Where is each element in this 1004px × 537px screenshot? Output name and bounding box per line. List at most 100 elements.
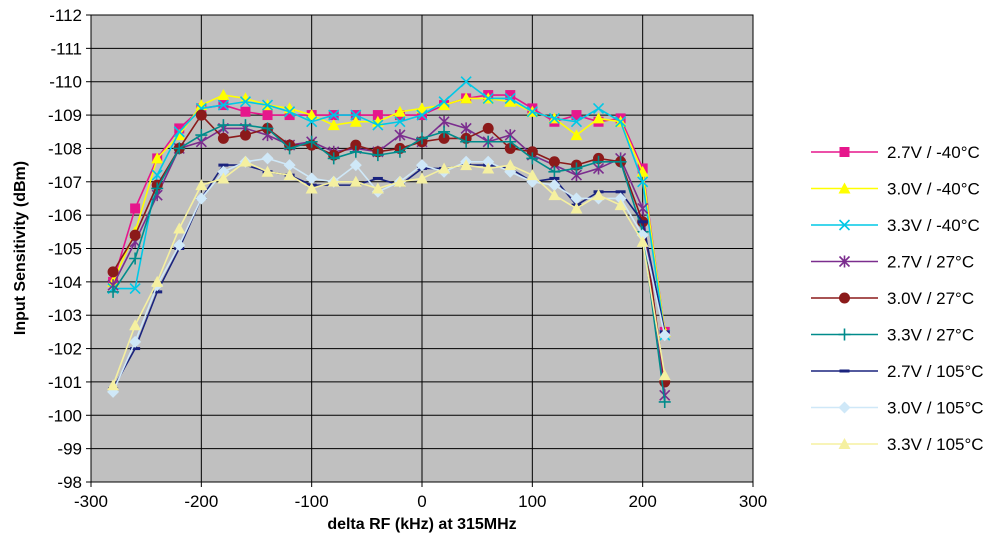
series-2-marker [239, 92, 252, 104]
series-8-marker [570, 192, 583, 205]
series-7-marker [372, 176, 383, 180]
series-9-marker [548, 189, 561, 201]
series-3-marker [328, 109, 340, 121]
legend-swatch-marker [839, 292, 850, 304]
legend-label: 2.7V / -40°C [887, 143, 980, 162]
series-9-marker [195, 179, 208, 191]
y-tick-label: -98 [57, 473, 82, 492]
series-2-marker [460, 92, 473, 104]
legend-swatch-marker [838, 438, 851, 449]
series-8-marker [548, 179, 561, 192]
series-9-marker [636, 235, 649, 247]
series-lines [107, 76, 671, 408]
series-3-marker [570, 116, 583, 128]
series-9-marker [371, 182, 384, 194]
series-9-marker [658, 369, 671, 381]
series-8-marker [305, 172, 318, 185]
y-tick-label: -105 [48, 240, 82, 259]
legend-swatch-marker [839, 147, 850, 157]
series-6-marker [482, 135, 495, 148]
y-axis-ticks: -112 -111 -110 -109 -108 -107 -106 -105 -104 -103… [48, 6, 91, 492]
series-6-marker [327, 152, 340, 165]
legend-label: 3.3V / 27°C [887, 326, 974, 345]
x-tick-label: 0 [417, 492, 426, 511]
series-1-marker [130, 203, 141, 214]
series-9-marker [151, 275, 164, 287]
legend-label: 3.3V / -40°C [887, 216, 980, 235]
x-tick-label: 300 [739, 492, 767, 511]
series-2-marker [416, 102, 428, 114]
series-5-marker [350, 139, 362, 151]
series-7-marker [130, 347, 141, 351]
legend-item: 3.3V / 105°C [811, 435, 984, 454]
series-2-marker [305, 109, 318, 121]
series-7-marker [637, 220, 648, 224]
series-7-marker [549, 176, 560, 180]
series-2-marker [217, 89, 230, 101]
series-5-marker [107, 266, 119, 278]
legend-item: 2.7V / -40°C [811, 143, 980, 162]
series-2-marker [438, 99, 451, 111]
y-tick-label: -100 [48, 406, 82, 425]
series-3-marker [438, 96, 450, 108]
series-3-marker [306, 116, 318, 128]
y-tick-label: -110 [49, 73, 82, 92]
series-3-marker [637, 176, 649, 188]
series-6-marker [393, 145, 406, 158]
series-6-marker [371, 149, 384, 162]
y-tick-label: -109 [48, 106, 82, 125]
series-1-marker [262, 110, 273, 121]
series-3-marker [372, 119, 384, 131]
series-3-marker [129, 282, 141, 295]
series-1-marker [174, 123, 185, 134]
series-8-marker [482, 155, 495, 168]
series-6-marker [460, 135, 473, 148]
series-6-marker [305, 135, 318, 148]
series-8-marker [614, 192, 627, 205]
series-3-marker [482, 92, 494, 104]
legend-swatch-marker [838, 401, 851, 414]
legend-swatch-marker [838, 255, 851, 268]
legend-label: 3.0V / -40°C [887, 180, 980, 199]
series-3-marker [615, 116, 627, 128]
legend-item: 3.3V / 27°C [811, 326, 974, 345]
series-8-marker [195, 192, 208, 205]
legend-swatch-marker [838, 328, 851, 341]
legend-label: 2.7V / 105°C [887, 362, 984, 381]
series-9-marker [129, 319, 142, 331]
series-3-marker [526, 106, 538, 118]
series-5-marker [504, 142, 516, 154]
series-2-marker [151, 152, 164, 164]
series-6-marker [217, 119, 230, 132]
legend-swatch-marker [839, 369, 850, 373]
series-5-marker [482, 122, 494, 134]
x-tick-label: -100 [295, 492, 329, 511]
series-9-marker [416, 172, 428, 184]
series-5-marker [195, 109, 207, 121]
legend-item: 3.0V / -40°C [811, 180, 980, 199]
x-tick-label: 100 [518, 492, 546, 511]
legend-label: 3.0V / 105°C [887, 399, 984, 418]
y-tick-label: -99 [57, 440, 82, 459]
series-3-marker [284, 106, 296, 118]
series-9-marker [614, 199, 627, 211]
series-9-marker [393, 175, 406, 187]
series-6-marker [129, 252, 142, 265]
series-1-marker [240, 106, 251, 117]
series-2-marker [504, 95, 517, 107]
series-6-marker [151, 182, 164, 195]
series-5-marker [129, 229, 141, 241]
series-6-marker [107, 285, 120, 298]
y-axis-title: Input Sensitivity (dBm) [12, 161, 29, 335]
series-3-marker [217, 99, 229, 111]
legend-item: 3.0V / 27°C [811, 289, 974, 308]
series-8-marker [173, 239, 186, 252]
series-3-marker [239, 96, 252, 108]
series-7-marker [218, 163, 229, 167]
legend-label: 2.7V / 27°C [887, 253, 974, 272]
series-9-marker [482, 162, 495, 174]
series-9-marker [217, 172, 230, 184]
series-2-marker [570, 129, 583, 141]
series-6-marker [526, 152, 539, 165]
